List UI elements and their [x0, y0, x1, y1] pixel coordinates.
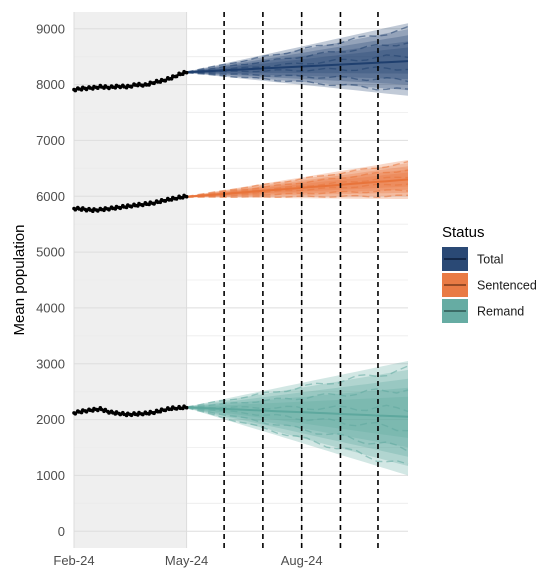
observed-point-total	[184, 70, 189, 75]
legend-label-remand: Remand	[477, 305, 524, 319]
observed-point-sentenced	[167, 198, 171, 202]
forecast-line-remand	[186, 406, 409, 418]
sim-line-total	[186, 25, 409, 73]
sim-line-remand	[186, 406, 409, 452]
y-tick-label: 9000	[36, 21, 65, 36]
observed-point-sentenced	[174, 197, 179, 201]
sim-line-total	[186, 71, 409, 83]
observed-point-remand	[141, 412, 145, 417]
observed-point-remand	[156, 409, 160, 414]
sim-line-sentenced	[186, 161, 409, 198]
sim-line-remand	[186, 388, 409, 408]
observed-point-total	[96, 86, 100, 90]
observed-point-remand	[103, 407, 108, 412]
y-axis-title: Mean population	[11, 225, 28, 336]
y-tick-label: 0	[58, 524, 65, 539]
observed-point-sentenced	[156, 200, 160, 205]
y-axis: 0 1000 2000 3000 4000 5000 6000 7000 8000 9000	[36, 21, 65, 539]
observed-point-total	[107, 86, 111, 91]
sim-line-total	[186, 72, 409, 91]
sim-line-sentenced	[186, 169, 409, 198]
grid	[73, 12, 408, 548]
x-tick-label: May-24	[165, 553, 208, 568]
observed-point-remand	[96, 408, 100, 413]
observed-point-sentenced	[129, 205, 134, 209]
observed-point-sentenced	[163, 199, 168, 203]
band-total	[186, 35, 408, 85]
observed-point-remand	[99, 407, 104, 412]
legend-title: Status	[442, 224, 485, 241]
legend-label-sentenced: Sentenced	[477, 279, 537, 293]
observed-point-remand	[84, 410, 89, 414]
observed-point-sentenced	[96, 209, 100, 213]
x-tick-label: Aug-24	[281, 553, 323, 568]
observed-point-sentenced	[184, 194, 189, 199]
band-remand	[186, 361, 408, 476]
y-tick-label: 7000	[36, 133, 65, 148]
observed-point-remand	[167, 407, 171, 412]
observed-point-sentenced	[141, 203, 145, 208]
y-tick-label: 2000	[36, 412, 65, 427]
observed-point-remand	[118, 412, 123, 417]
sim-line-sentenced	[186, 189, 409, 198]
sim-line-total	[186, 66, 409, 74]
observed-point-sentenced	[84, 208, 89, 213]
observed-point-remand	[73, 412, 78, 416]
observed-point-total	[118, 85, 123, 90]
observed-point-remand	[184, 405, 189, 410]
observed-point-sentenced	[107, 207, 111, 212]
x-tick-label: Feb-24	[53, 553, 94, 568]
legend: Status Total Sentenced Remand	[442, 224, 537, 323]
sim-line-sentenced	[186, 194, 409, 199]
y-tick-label: 3000	[36, 356, 65, 371]
observed-point-total	[73, 88, 78, 93]
sim-line-remand	[186, 365, 409, 408]
observed-point-remand	[163, 408, 168, 413]
y-tick-label: 5000	[36, 245, 65, 260]
sim-line-remand	[186, 406, 409, 432]
y-tick-label: 6000	[36, 189, 65, 204]
y-tick-label: 8000	[36, 77, 65, 92]
observed-point-sentenced	[178, 196, 183, 200]
observed-point-total	[163, 79, 168, 83]
legend-label-total: Total	[477, 253, 503, 267]
x-axis: Feb-24 May-24 Aug-24	[53, 553, 322, 568]
y-tick-label: 1000	[36, 468, 65, 483]
band-remand	[186, 369, 408, 466]
sim-line-remand	[186, 404, 409, 413]
observed-point-sentenced	[73, 207, 78, 212]
observed-point-total	[152, 81, 156, 86]
observed-point-sentenced	[118, 206, 123, 211]
forecast-line-sentenced	[186, 178, 409, 198]
observed-point-total	[129, 85, 134, 89]
y-tick-label: 4000	[36, 300, 65, 315]
band-total	[186, 29, 408, 91]
band-remand	[186, 378, 408, 457]
observed-point-remand	[152, 411, 156, 416]
observed-point-remand	[129, 413, 134, 418]
observed-point-remand	[174, 407, 179, 411]
observed-point-total	[169, 77, 174, 81]
observed-point-total	[137, 81, 141, 86]
forecast-line-total	[186, 60, 409, 74]
observed-points	[72, 69, 189, 418]
observed-point-total	[174, 74, 179, 79]
observed-point-total	[141, 84, 145, 88]
observed-point-sentenced	[152, 202, 156, 206]
sim-line-remand	[186, 407, 409, 465]
observed-point-total	[84, 87, 89, 92]
sim-line-total	[186, 42, 409, 73]
